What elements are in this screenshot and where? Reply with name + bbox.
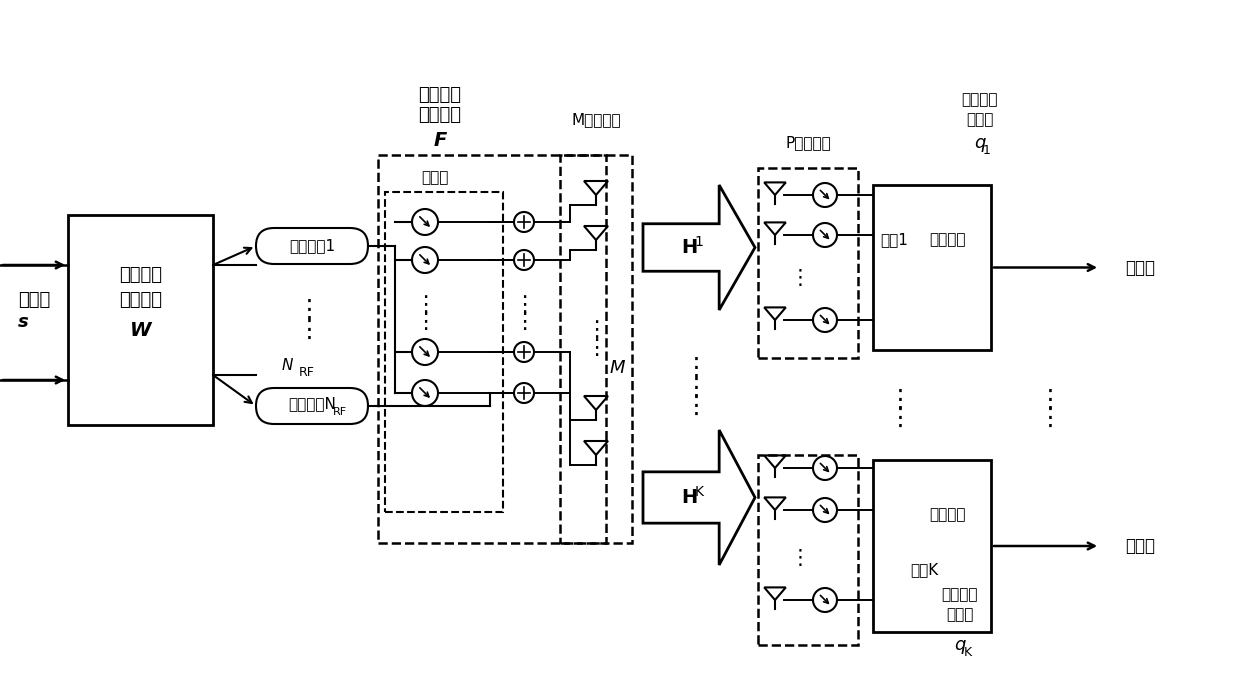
- Circle shape: [813, 183, 838, 207]
- Text: 移相器: 移相器: [421, 171, 449, 185]
- Text: 射频模拟: 射频模拟: [419, 86, 461, 104]
- Polygon shape: [643, 430, 755, 565]
- Text: 预编码器: 预编码器: [119, 291, 162, 309]
- Text: 1: 1: [695, 234, 704, 249]
- Bar: [378, 155, 606, 543]
- Text: 射频链路N: 射频链路N: [287, 397, 336, 412]
- Text: M天线阵列: M天线阵列: [571, 113, 621, 128]
- Text: H: H: [681, 238, 698, 257]
- Bar: [560, 155, 632, 543]
- Text: 数据流: 数据流: [1125, 537, 1155, 555]
- Text: ⋮: ⋮: [789, 268, 810, 288]
- Text: ⋮: ⋮: [684, 394, 709, 418]
- Text: ⋮: ⋮: [513, 312, 535, 332]
- Text: 射频链路: 射频链路: [929, 232, 965, 247]
- Text: 基带数字: 基带数字: [119, 266, 162, 284]
- Text: ⋮: ⋮: [585, 320, 607, 340]
- Text: 合并器: 合并器: [947, 607, 974, 623]
- Text: 预编码器: 预编码器: [419, 106, 461, 124]
- Text: 用户1: 用户1: [880, 232, 908, 247]
- Text: ⋮: ⋮: [1037, 406, 1063, 430]
- Text: F: F: [434, 131, 447, 149]
- Text: ⋮: ⋮: [513, 295, 535, 315]
- Text: 合并器: 合并器: [966, 113, 994, 128]
- Bar: [758, 455, 857, 645]
- Text: RF: RF: [333, 407, 347, 417]
- Text: P天线阵列: P天线阵列: [786, 135, 831, 151]
- Circle shape: [813, 498, 838, 522]
- Text: ⋮: ⋮: [585, 338, 607, 358]
- Bar: [68, 215, 213, 425]
- Circle shape: [813, 456, 838, 480]
- Circle shape: [813, 308, 838, 332]
- Text: 数据流: 数据流: [19, 291, 51, 309]
- FancyBboxPatch shape: [256, 228, 368, 264]
- Text: 1: 1: [983, 144, 991, 156]
- Text: ⋮: ⋮: [296, 318, 321, 342]
- Text: ⋮: ⋮: [684, 356, 709, 380]
- Text: RF: RF: [299, 366, 315, 379]
- Circle shape: [413, 209, 439, 235]
- Text: ⋮: ⋮: [684, 376, 709, 400]
- Circle shape: [514, 342, 534, 362]
- Bar: [758, 168, 857, 358]
- Text: s: s: [19, 313, 28, 331]
- Text: 射频链路: 射频链路: [929, 507, 965, 522]
- Text: ⋮: ⋮: [296, 298, 321, 322]
- Circle shape: [514, 212, 534, 232]
- Circle shape: [813, 588, 838, 612]
- Text: 射频模拟: 射频模拟: [942, 587, 979, 603]
- FancyBboxPatch shape: [256, 388, 368, 424]
- Text: ⋮: ⋮: [1037, 388, 1063, 412]
- Bar: [385, 192, 503, 512]
- Circle shape: [514, 250, 534, 270]
- Text: ⋮: ⋮: [789, 548, 810, 568]
- Text: 数据流: 数据流: [1125, 258, 1155, 276]
- Text: H: H: [681, 488, 698, 507]
- Text: ⋮: ⋮: [887, 406, 912, 430]
- Text: q: q: [974, 134, 986, 152]
- Polygon shape: [643, 185, 755, 310]
- Text: 射频模拟: 射频模拟: [961, 93, 999, 108]
- Text: W: W: [130, 321, 151, 339]
- Text: ⋮: ⋮: [414, 295, 436, 315]
- Text: 射频链路1: 射频链路1: [289, 238, 335, 254]
- Text: 用户K: 用户K: [909, 562, 938, 578]
- Circle shape: [413, 247, 439, 273]
- Circle shape: [413, 380, 439, 406]
- Circle shape: [514, 383, 534, 403]
- Bar: [873, 460, 991, 632]
- Text: q: q: [954, 636, 965, 654]
- Text: K: K: [695, 484, 704, 498]
- Circle shape: [813, 223, 838, 247]
- Circle shape: [413, 339, 439, 365]
- Text: ⋮: ⋮: [887, 388, 912, 412]
- Text: M: M: [610, 359, 624, 377]
- Text: ⋮: ⋮: [414, 312, 436, 332]
- Text: N: N: [282, 357, 294, 372]
- Text: K: K: [964, 645, 973, 659]
- Bar: [873, 185, 991, 350]
